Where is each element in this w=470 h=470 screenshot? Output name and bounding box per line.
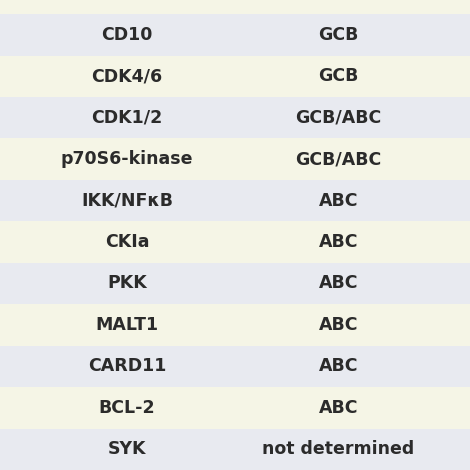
Text: GCB: GCB (318, 67, 359, 85)
Text: MALT1: MALT1 (95, 316, 158, 334)
Text: IKK/NFκB: IKK/NFκB (81, 192, 173, 210)
Text: CARD11: CARD11 (88, 357, 166, 376)
Text: p70S6-kinase: p70S6-kinase (61, 150, 193, 168)
Bar (0, 221, 470, 263)
Text: SYK: SYK (108, 440, 146, 458)
Bar (0, 429, 470, 470)
Text: ABC: ABC (319, 357, 358, 376)
Bar (0, 263, 470, 304)
Text: ABC: ABC (319, 233, 358, 251)
Text: ABC: ABC (319, 316, 358, 334)
Bar (0, 139, 470, 180)
Bar (0, 304, 470, 345)
Bar (0, 180, 470, 221)
Text: CDK4/6: CDK4/6 (91, 67, 163, 85)
Bar (0, 14, 470, 55)
Text: BCL-2: BCL-2 (99, 399, 155, 417)
Text: not determined: not determined (262, 440, 415, 458)
Text: GCB: GCB (318, 26, 359, 44)
Text: CDK1/2: CDK1/2 (91, 109, 163, 127)
Text: CKIa: CKIa (105, 233, 149, 251)
Bar (0, 55, 470, 97)
Text: PKK: PKK (107, 274, 147, 292)
Text: GCB/ABC: GCB/ABC (295, 109, 382, 127)
Text: ABC: ABC (319, 399, 358, 417)
Bar (0, 345, 470, 387)
Text: GCB/ABC: GCB/ABC (295, 150, 382, 168)
Bar (0, 97, 470, 139)
Text: CD10: CD10 (101, 26, 153, 44)
Text: ABC: ABC (319, 192, 358, 210)
Bar (0, 387, 470, 429)
Text: ABC: ABC (319, 274, 358, 292)
